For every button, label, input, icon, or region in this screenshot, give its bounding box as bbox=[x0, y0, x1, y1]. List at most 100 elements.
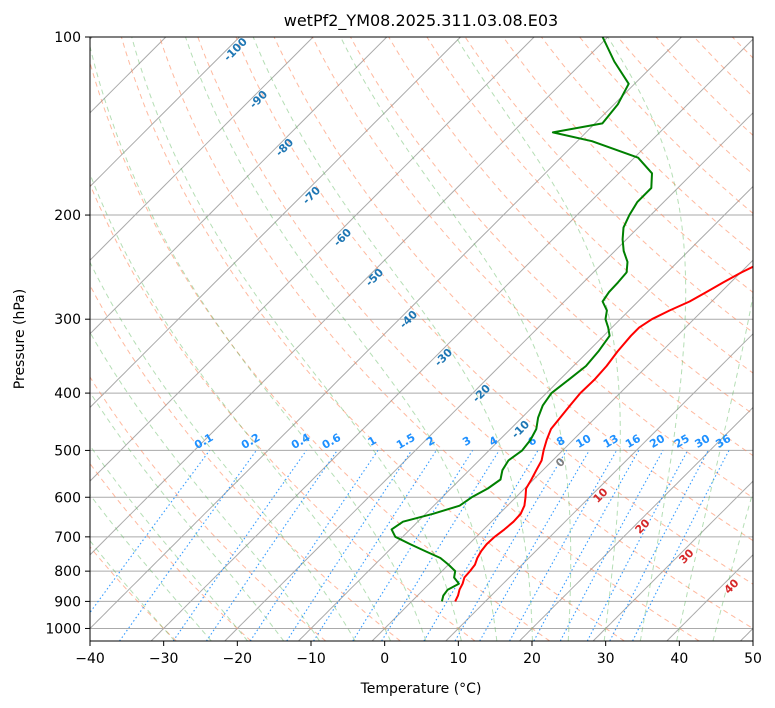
mixing-ratio-line bbox=[423, 450, 539, 641]
chart-title: wetPf2_YM08.2025.311.03.08.E03 bbox=[284, 11, 558, 31]
plot-area: 0.1 0.2 0.4 0.6 1 1.5 2 3 4 6 8 10 13 16 20 25 30 36-100-… bbox=[90, 35, 775, 641]
dry-adiabat bbox=[693, 37, 753, 98]
mixing-ratio-line bbox=[90, 450, 211, 614]
y-tick-label: 500 bbox=[54, 443, 81, 459]
mixing-ratio-lines bbox=[90, 450, 730, 641]
mixing-ratio-line bbox=[381, 450, 500, 641]
y-tick-label: 600 bbox=[54, 490, 81, 506]
moist-adiabat bbox=[607, 37, 687, 641]
moist-adiabats bbox=[90, 37, 753, 641]
dry-adiabat bbox=[502, 37, 753, 294]
x-axis-label: Temperature (°C) bbox=[360, 681, 482, 697]
mixing-ratio-label: 10 bbox=[574, 432, 594, 451]
dry-adiabat bbox=[90, 546, 177, 641]
isotherm-line bbox=[740, 627, 753, 641]
moist-adiabat-label: 10 bbox=[591, 485, 611, 505]
y-tick-label: 400 bbox=[54, 386, 81, 402]
mixing-ratio-line bbox=[559, 450, 664, 641]
mixing-ratio-label: 30 bbox=[693, 432, 713, 451]
moist-adiabat bbox=[90, 444, 248, 641]
y-axis-label: Pressure (hPa) bbox=[12, 289, 28, 389]
isotherm-line bbox=[224, 112, 753, 641]
moist-adiabat bbox=[90, 540, 176, 641]
moist-adiabat bbox=[90, 391, 285, 641]
isotherm-line bbox=[150, 38, 753, 641]
x-tick-label: −40 bbox=[75, 651, 105, 667]
mixing-ratio-line bbox=[509, 450, 618, 641]
dry-adiabat bbox=[771, 37, 775, 641]
y-tick-label: 200 bbox=[54, 208, 81, 224]
x-tick-label: 30 bbox=[597, 651, 615, 667]
dry-adiabat-label: -100 bbox=[221, 35, 250, 64]
mixing-ratio-line bbox=[205, 450, 338, 641]
mixing-ratio-label: 0.6 bbox=[320, 431, 344, 452]
y-tick-label: 800 bbox=[54, 564, 81, 580]
moist-adiabat bbox=[90, 44, 427, 641]
x-tick-label: 40 bbox=[670, 651, 688, 667]
y-tick-label: 100 bbox=[54, 30, 81, 46]
mixing-ratio-label: 16 bbox=[623, 432, 643, 451]
isotherm-line bbox=[90, 37, 240, 188]
skewed-isotherms bbox=[90, 37, 753, 641]
y-tick-label: 700 bbox=[54, 530, 81, 546]
dry-adiabat bbox=[311, 37, 753, 499]
dry-adiabat-label: -80 bbox=[273, 136, 296, 159]
dry-adiabat bbox=[120, 37, 625, 641]
dry-adiabat-label: -40 bbox=[397, 308, 420, 331]
x-tick-label: −10 bbox=[296, 651, 326, 667]
moist-adiabat bbox=[90, 172, 392, 641]
dry-adiabat-label: -20 bbox=[470, 382, 493, 405]
mixing-ratio-label: 3 bbox=[460, 434, 473, 449]
x-tick-label: −30 bbox=[149, 651, 179, 667]
mixing-ratio-label: 0.4 bbox=[289, 431, 313, 452]
isotherm-line bbox=[90, 37, 535, 482]
moist-adiabat-label: 30 bbox=[677, 546, 697, 566]
isotherm-line bbox=[90, 37, 314, 261]
mixing-ratio-line bbox=[172, 450, 307, 641]
isotherm-line bbox=[90, 37, 609, 556]
moist-adiabat-label: 20 bbox=[633, 516, 653, 536]
mixing-ratio-line bbox=[313, 450, 437, 641]
mixing-ratio-label: 1.5 bbox=[394, 431, 417, 452]
dry-adiabat bbox=[464, 37, 753, 334]
moist-adiabat bbox=[131, 37, 462, 641]
dry-adiabat bbox=[90, 376, 327, 641]
mixing-ratio-line bbox=[249, 450, 379, 641]
y-tick-label: 300 bbox=[54, 312, 81, 328]
isotherm-line bbox=[371, 259, 753, 641]
moist-adiabat bbox=[252, 37, 533, 641]
x-tick-label: −20 bbox=[223, 651, 253, 667]
dry-adiabat-label: -70 bbox=[300, 184, 323, 207]
mixing-ratio-label: 1 bbox=[366, 434, 379, 449]
mixing-ratio-label: 0.2 bbox=[239, 431, 262, 452]
isotherm-line bbox=[90, 37, 461, 409]
mixing-ratio-label: 2 bbox=[424, 434, 437, 449]
dry-adiabat bbox=[235, 37, 753, 585]
moist-adiabat bbox=[90, 331, 320, 641]
dry-adiabat-label: -60 bbox=[331, 226, 354, 249]
isotherm-line bbox=[90, 37, 682, 630]
mixing-ratio-line bbox=[533, 450, 640, 641]
mixing-ratio-label: 36 bbox=[713, 432, 733, 451]
x-axis: −40 −30 −20 −10 0 10 20 30 40 50 bbox=[75, 641, 762, 667]
isotherm-line bbox=[298, 185, 753, 641]
dewpoint-profile-line bbox=[390, 37, 653, 602]
temperature-profile-line bbox=[454, 265, 753, 602]
x-tick-label: 20 bbox=[523, 651, 541, 667]
pressure-gridlines bbox=[90, 37, 753, 629]
dry-adiabat bbox=[426, 37, 753, 374]
dry-adiabat bbox=[388, 37, 753, 415]
mixing-ratio-label: 25 bbox=[672, 432, 692, 451]
isotherm-line bbox=[90, 37, 388, 335]
dry-adiabat bbox=[197, 37, 753, 630]
isotherm-line bbox=[445, 333, 753, 641]
dry-adiabat bbox=[90, 183, 476, 641]
dry-adiabat-label: -50 bbox=[363, 266, 386, 289]
mixing-ratio-line bbox=[119, 450, 257, 641]
dry-adiabat-label: -30 bbox=[432, 346, 455, 369]
dry-adiabat bbox=[159, 37, 700, 641]
dry-adiabat bbox=[90, 462, 252, 641]
moist-adiabat bbox=[90, 261, 356, 641]
mixing-ratio-line bbox=[586, 450, 689, 641]
